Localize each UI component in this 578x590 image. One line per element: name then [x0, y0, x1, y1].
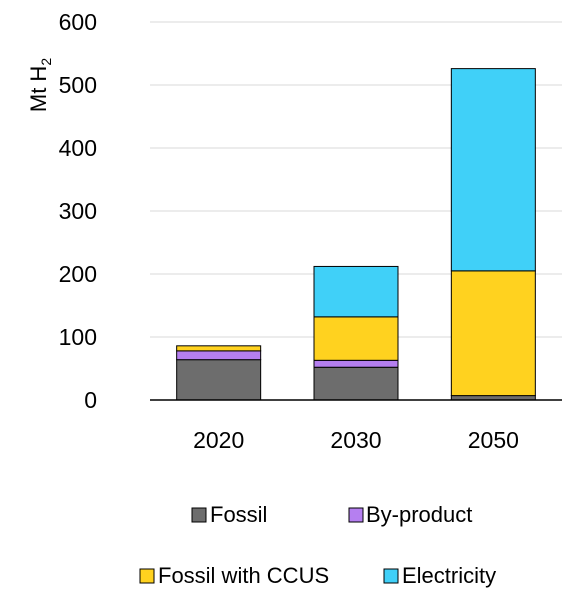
bar-segment-fossil-2030	[313, 366, 399, 401]
y-tick-label: 400	[59, 135, 97, 161]
y-tick-label: 300	[59, 198, 97, 224]
y-axis-ticks: 0 100 200 300 400 500 600	[59, 9, 97, 413]
y-tick-label: 200	[59, 261, 97, 287]
legend-item-electricity: Electricity	[383, 563, 496, 588]
bar-segment-electricity-2050	[450, 68, 536, 272]
bar-segment-by-product-2020	[176, 350, 262, 361]
legend-label-by-product: By-product	[366, 502, 472, 527]
legend-swatch-fossil	[191, 507, 207, 523]
bar-segment-by-product-2030	[313, 359, 399, 368]
legend-swatch-by-product	[348, 507, 364, 523]
x-tick-label: 2020	[193, 427, 244, 453]
y-axis-label-main: Mt H	[26, 66, 51, 112]
legend-item-fossil-with-ccus: Fossil with CCUS	[139, 563, 329, 588]
legend-item-by-product: By-product	[348, 502, 472, 527]
bar-segment-fossil-2020	[176, 359, 262, 401]
bar-segment-fossil-with-ccus-2020	[176, 345, 262, 352]
bars	[176, 68, 536, 401]
x-axis-ticks: 2020 2030 2050	[193, 427, 519, 453]
x-tick-label: 2030	[330, 427, 381, 453]
x-tick-label: 2050	[468, 427, 519, 453]
legend-label-fossil-with-ccus: Fossil with CCUS	[158, 563, 329, 588]
bar-segment-electricity-2030	[313, 265, 399, 318]
y-axis-label-subscript: 2	[38, 58, 54, 66]
bar-segment-fossil-with-ccus-2050	[450, 270, 536, 397]
legend-label-fossil: Fossil	[210, 502, 267, 527]
y-tick-label: 0	[84, 387, 97, 413]
legend: Fossil By-product Fossil with CCUS Elect…	[139, 502, 496, 588]
y-tick-label: 600	[59, 9, 97, 35]
legend-label-electricity: Electricity	[402, 563, 496, 588]
y-tick-label: 500	[59, 72, 97, 98]
bar-segment-fossil-with-ccus-2030	[313, 316, 399, 361]
legend-swatch-fossil-with-ccus	[139, 568, 155, 584]
y-axis-label: Mt H2	[26, 58, 54, 112]
y-tick-label: 100	[59, 324, 97, 350]
legend-swatch-electricity	[383, 568, 399, 584]
legend-item-fossil: Fossil	[191, 502, 267, 527]
